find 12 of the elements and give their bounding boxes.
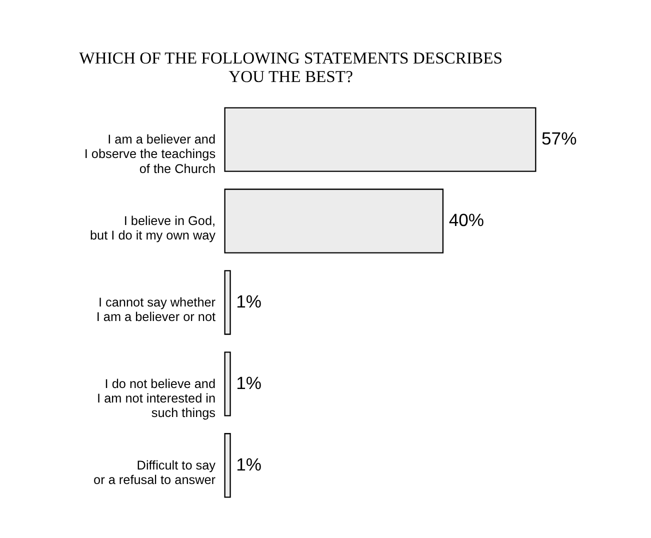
y-tick-label: I do not believe and I am not interested in such things	[97, 376, 216, 420]
data-label: 57%	[542, 128, 577, 148]
y-tick-label: I cannot say whether I am a believer or not	[96, 295, 216, 324]
y-tick-label: Difficult to say or a refusal to answer	[94, 458, 216, 487]
data-label: 1%	[236, 372, 262, 393]
data-label: 1%	[236, 454, 262, 474]
y-tick-label: I believe in God, but I do it my own way	[90, 214, 216, 243]
text: YOU THE BEST?	[228, 67, 353, 86]
data-label: 1%	[236, 291, 262, 312]
data-label: 40%	[448, 210, 484, 230]
y-tick-label: I am a believer and I observe the teachings of the Church	[84, 132, 216, 176]
text: WHICH OF THE FOLLOWING STATEMENTS DESCRIBES	[79, 48, 502, 68]
